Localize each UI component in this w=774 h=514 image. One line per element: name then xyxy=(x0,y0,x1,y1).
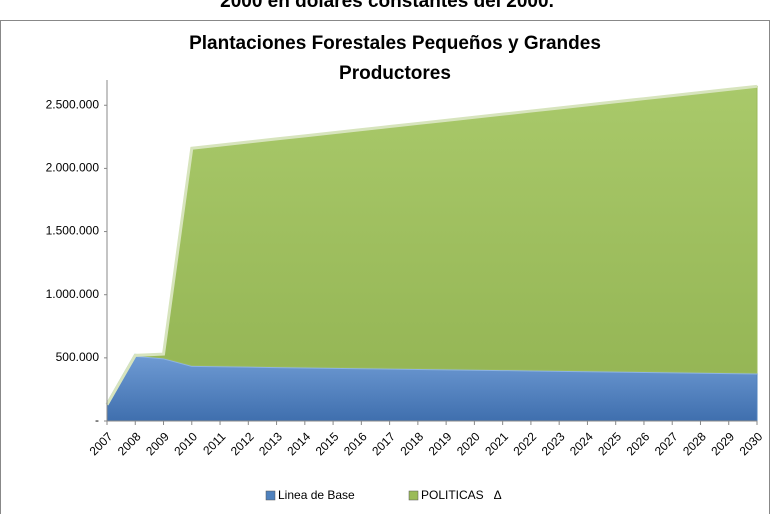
legend-swatch xyxy=(408,490,419,501)
chart-title: Productores xyxy=(339,63,451,84)
y-tick-label: 1.000.000 xyxy=(46,287,100,301)
y-tick-label: 500.000 xyxy=(56,350,100,364)
legend-label: Linea de Base xyxy=(278,488,355,502)
subtitle: 2000 en dolares constantes del 2000. xyxy=(220,0,554,12)
y-tick-label: 1.500.000 xyxy=(46,224,100,238)
y-tick-label: 2.000.000 xyxy=(46,161,100,175)
y-tick-label: - xyxy=(95,413,99,427)
legend-label: POLITICAS Δ xyxy=(421,488,502,502)
legend-swatch xyxy=(265,490,276,501)
chart-title: Plantaciones Forestales Pequeños y Grand… xyxy=(189,33,601,54)
y-tick-label: 2.500.000 xyxy=(46,97,100,111)
area-edge xyxy=(105,84,758,406)
